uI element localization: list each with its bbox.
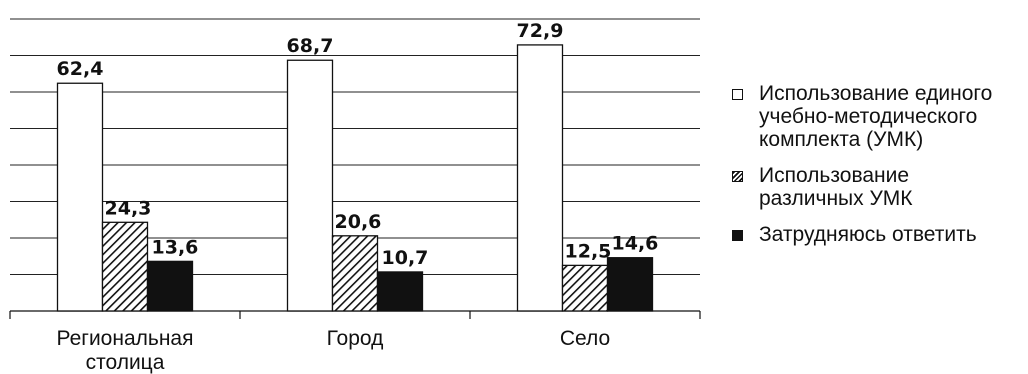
data-label: 20,6	[335, 211, 382, 233]
legend-item: Затрудняюсь ответить	[732, 223, 1024, 246]
bar-series-2-cat-2	[331, 235, 379, 312]
data-label: 10,7	[382, 247, 429, 269]
legend-label-line: Использование	[759, 164, 910, 187]
legend-swatch	[732, 89, 743, 100]
data-label: 68,7	[287, 35, 334, 57]
legend-label: Затрудняюсь ответить	[759, 223, 977, 246]
legend-swatch	[732, 230, 743, 241]
legend-label-line: Затрудняюсь ответить	[759, 223, 977, 246]
bar-series-1-cat-1	[56, 82, 104, 312]
bar-series-1-cat-3	[516, 44, 564, 312]
legend-item: Использование различных УМК	[732, 164, 1024, 210]
bars	[56, 44, 654, 312]
x-tick-label: столица	[86, 351, 165, 374]
bar-series-2-cat-3	[561, 264, 609, 312]
data-label: 13,6	[152, 236, 199, 258]
data-label: 24,3	[105, 197, 152, 219]
data-label: 72,9	[517, 20, 564, 42]
legend-label: Использование различных УМК	[759, 164, 913, 210]
legend-label-line: учебно-методического	[759, 105, 978, 128]
x-tick-label: Село	[560, 327, 610, 350]
x-tick-label: Региональная	[57, 327, 194, 350]
bar-series-3-cat-2	[376, 271, 424, 312]
data-label: 14,6	[612, 233, 659, 255]
bar-series-2-cat-1	[101, 221, 149, 312]
legend: Использование единого учебно-методическог…	[732, 82, 1024, 259]
legend-label-line: Использование единого	[759, 82, 993, 105]
legend-swatch	[732, 171, 743, 182]
bar-series-3-cat-3	[606, 257, 654, 312]
legend-label-line: различных УМК	[759, 187, 913, 210]
bar-series-3-cat-1	[146, 260, 194, 312]
bar-series-1-cat-2	[286, 59, 334, 312]
legend-item: Использование единого учебно-методическог…	[732, 82, 1024, 151]
value-labels: 62,4 24,313,6 68,7 20,610,7 72,9 12,5 14,6	[57, 20, 659, 269]
data-label: 62,4	[57, 58, 104, 80]
data-label: 12,5	[565, 240, 612, 262]
bar-chart: 62,4 24,313,6 68,7 20,610,7 72,9 12,5 14,6 Рег…	[9, 18, 701, 374]
x-tick-label: Город	[327, 327, 384, 350]
x-axis	[9, 310, 701, 319]
legend-label: Использование единого учебно-методическог…	[759, 82, 992, 151]
legend-label-line: комплекта (УМК)	[759, 128, 924, 151]
